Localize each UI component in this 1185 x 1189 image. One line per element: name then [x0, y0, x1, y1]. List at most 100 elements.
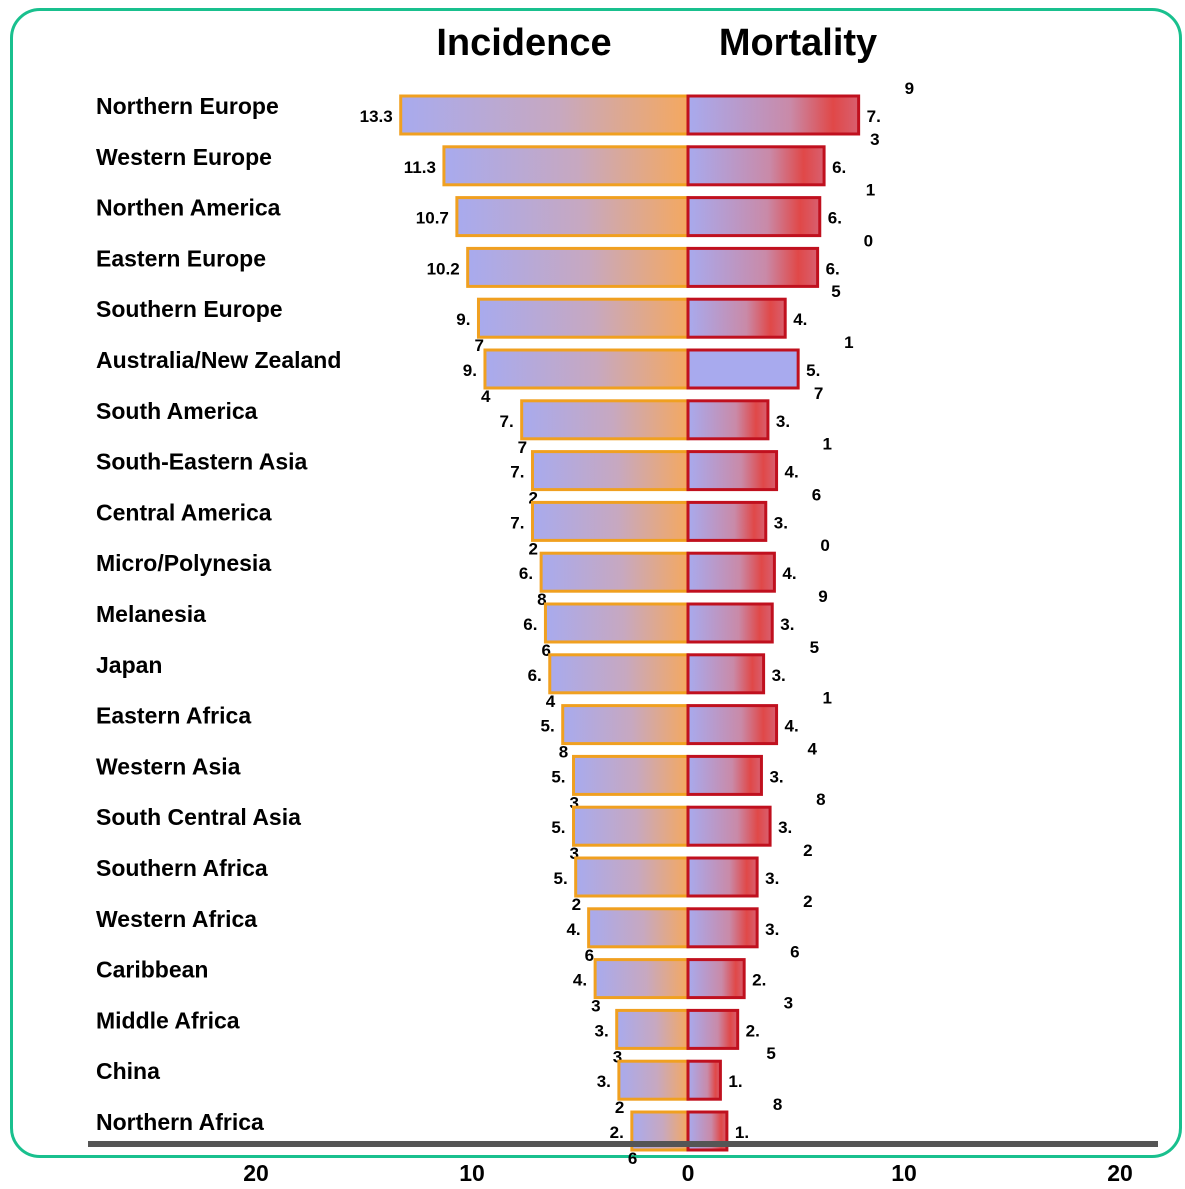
incidence-value-label: 6 [585, 946, 594, 965]
incidence-value-label: 3 [613, 1047, 622, 1066]
mortality-bar [686, 450, 779, 492]
category-label: Western Africa [96, 906, 257, 932]
mortality-bar [686, 1008, 740, 1050]
mortality-value-label: 9 [818, 587, 827, 606]
incidence-value-label: 3 [570, 844, 579, 863]
mortality-value-label: 1 [823, 689, 832, 708]
incidence-value-label: 11.3 [404, 158, 436, 177]
incidence-bar [615, 1008, 690, 1050]
mortality-bar [686, 297, 787, 339]
category-label: Caribbean [96, 957, 208, 983]
incidence-value-label: 7 [474, 336, 483, 355]
incidence-bar [399, 94, 690, 136]
mortality-value-label: 2 [803, 892, 812, 911]
incidence-bar [442, 145, 690, 187]
incidence-bar [530, 450, 690, 492]
incidence-value-label: 7. [510, 513, 524, 532]
chart-frame [10, 8, 1182, 1158]
incidence-bar [530, 500, 690, 542]
incidence-value-label: 6 [628, 1149, 637, 1168]
mortality-value-label: 4 [807, 739, 817, 758]
incidence-value-label: 2 [528, 539, 537, 558]
mortality-value-label: 3 [870, 130, 879, 149]
category-label: Southern Africa [96, 855, 268, 881]
mortality-value-label: 3. [780, 615, 794, 634]
incidence-title: Incidence [436, 22, 611, 64]
x-tick-label: 20 [243, 1160, 269, 1186]
incidence-value-label: 7. [510, 463, 524, 482]
category-label: South America [96, 398, 258, 424]
incidence-value-label: 6. [519, 564, 533, 583]
x-tick-label: 0 [682, 1160, 695, 1186]
mortality-bar [686, 399, 770, 441]
mortality-value-label: 5. [806, 361, 820, 380]
mortality-value-label: 3. [774, 513, 788, 532]
category-label: Central America [96, 499, 272, 525]
mortality-value-label: 5 [766, 1044, 775, 1063]
mortality-value-label: 2. [752, 971, 766, 990]
x-tick-label: 10 [459, 1160, 485, 1186]
mortality-bar [686, 704, 779, 746]
mortality-value-label: 8 [816, 790, 825, 809]
mortality-bar [686, 348, 800, 390]
category-label: Southern Europe [96, 296, 283, 322]
mortality-value-label: 7. [867, 107, 881, 126]
mortality-value-label: 2 [803, 841, 812, 860]
mortality-value-label: 4. [793, 310, 807, 329]
mortality-value-label: 6. [826, 259, 840, 278]
mortality-bar [686, 958, 746, 1000]
incidence-bar [466, 246, 690, 288]
mortality-value-label: 0 [820, 536, 829, 555]
mortality-value-label: 1. [735, 1123, 749, 1142]
mortality-bar [686, 246, 820, 288]
category-label: Western Asia [96, 753, 241, 779]
mortality-value-label: 9 [905, 79, 914, 98]
incidence-bar [574, 856, 690, 898]
mortality-value-label: 3 [784, 993, 793, 1012]
incidence-bar [483, 348, 690, 390]
mortality-bar [686, 145, 826, 187]
incidence-value-label: 3. [597, 1072, 611, 1091]
incidence-value-label: 7. [499, 412, 513, 431]
mortality-bar [686, 94, 861, 136]
mortality-value-label: 3. [778, 818, 792, 837]
mortality-title: Mortality [719, 22, 877, 64]
incidence-value-label: 5. [541, 717, 555, 736]
incidence-value-label: 4. [566, 920, 580, 939]
mortality-value-label: 2. [746, 1021, 760, 1040]
incidence-value-label: 9. [463, 361, 477, 380]
incidence-value-label: 2 [528, 489, 537, 508]
incidence-value-label: 3. [595, 1021, 609, 1040]
incidence-bar [476, 297, 690, 339]
incidence-bar [455, 196, 690, 238]
incidence-value-label: 5. [551, 818, 565, 837]
mortality-bar [686, 653, 766, 695]
incidence-value-label: 8 [559, 743, 568, 762]
mortality-bar [686, 805, 772, 847]
category-label: Northern Europe [96, 93, 279, 119]
incidence-value-label: 3 [570, 793, 579, 812]
mortality-value-label: 0 [864, 231, 873, 250]
x-tick-label: 10 [891, 1160, 917, 1186]
category-label: Japan [96, 652, 162, 678]
mortality-value-label: 1. [728, 1072, 742, 1091]
mortality-value-label: 3. [765, 920, 779, 939]
mortality-bar [686, 500, 768, 542]
mortality-value-label: 8 [773, 1095, 782, 1114]
incidence-value-label: 9. [456, 310, 470, 329]
category-label: South-Eastern Asia [96, 449, 308, 475]
incidence-value-label: 6. [528, 666, 542, 685]
mortality-value-label: 6 [812, 485, 821, 504]
mortality-bar [686, 1059, 722, 1101]
incidence-value-label: 4. [573, 971, 587, 990]
category-label: South Central Asia [96, 804, 301, 830]
incidence-value-label: 13.3 [360, 107, 393, 126]
category-label: Australia/New Zealand [96, 347, 341, 373]
mortality-bar [686, 602, 774, 644]
mortality-bar [686, 754, 763, 796]
category-label: Northen America [96, 195, 281, 221]
mortality-value-label: 5 [831, 282, 840, 301]
incidence-bar [539, 551, 690, 593]
incidence-value-label: 4 [481, 387, 491, 406]
